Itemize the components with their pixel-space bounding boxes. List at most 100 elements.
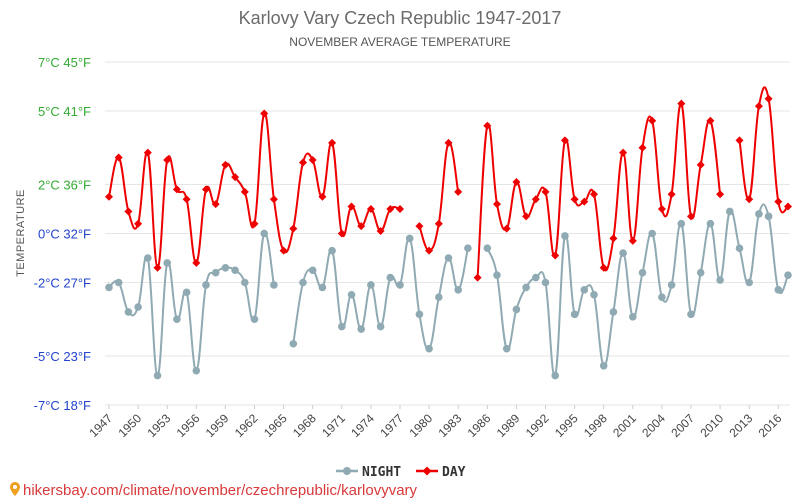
day-point-1974[interactable] <box>366 205 375 213</box>
credit[interactable]: hikersbay.com/climate/november/czechrepu… <box>10 482 418 499</box>
night-point-1969[interactable] <box>318 283 327 292</box>
night-point-1961[interactable] <box>241 278 249 287</box>
night-point-1978[interactable] <box>405 234 414 243</box>
night-point-1971[interactable] <box>338 322 346 331</box>
day-point-1998[interactable] <box>599 263 608 272</box>
night-point-1989[interactable] <box>512 305 521 314</box>
day-point-1972[interactable] <box>347 202 356 211</box>
day-point-1959[interactable] <box>221 160 230 169</box>
night-point-1995[interactable] <box>570 310 579 319</box>
night-point-1980[interactable] <box>425 344 433 353</box>
day-point-1982[interactable] <box>444 138 453 147</box>
night-point-1979[interactable] <box>415 310 424 319</box>
night-point-1981[interactable] <box>435 293 443 302</box>
night-point-1963[interactable] <box>260 229 269 238</box>
day-point-1964[interactable] <box>269 195 278 204</box>
day-point-1970[interactable] <box>328 138 337 147</box>
night-point-1970[interactable] <box>328 246 336 255</box>
day-point-1979[interactable] <box>415 222 424 231</box>
day-point-1951[interactable] <box>143 148 152 157</box>
night-point-1962[interactable] <box>250 315 259 324</box>
night-point-1956[interactable] <box>192 366 201 375</box>
night-point-1992[interactable] <box>541 278 550 287</box>
day-point-1986[interactable] <box>483 121 492 130</box>
night-point-2017[interactable] <box>784 271 792 279</box>
night-point-1949[interactable] <box>124 308 133 316</box>
day-point-1993[interactable] <box>551 251 560 260</box>
day-point-1995[interactable] <box>570 195 579 204</box>
night-point-2008[interactable] <box>696 268 705 277</box>
day-point-1987[interactable] <box>493 200 501 209</box>
day-point-1966[interactable] <box>289 224 298 233</box>
night-point-1983[interactable] <box>454 286 463 294</box>
night-point-1988[interactable] <box>502 344 511 353</box>
day-point-1962[interactable] <box>250 219 259 228</box>
day-point-1956[interactable] <box>192 258 201 267</box>
day-point-1975[interactable] <box>376 227 385 236</box>
day-point-1965[interactable] <box>279 246 288 255</box>
day-point-1954[interactable] <box>172 185 181 194</box>
night-point-2000[interactable] <box>619 249 627 257</box>
night-point-1998[interactable] <box>599 362 608 370</box>
night-point-2014[interactable] <box>755 210 763 218</box>
night-point-1982[interactable] <box>444 254 453 262</box>
day-point-1977[interactable] <box>396 205 404 213</box>
night-point-2006[interactable] <box>677 219 686 228</box>
night-point-1996[interactable] <box>580 286 589 294</box>
night-point-2016[interactable] <box>774 286 783 294</box>
night-point-1947[interactable] <box>105 283 113 292</box>
day-point-2000[interactable] <box>619 148 628 157</box>
day-point-1968[interactable] <box>308 156 317 164</box>
day-point-2008[interactable] <box>696 160 705 169</box>
night-point-1953[interactable] <box>163 259 171 267</box>
night-point-1991[interactable] <box>532 273 540 282</box>
night-point-1974[interactable] <box>367 281 375 289</box>
day-point-2007[interactable] <box>687 212 695 221</box>
night-point-1967[interactable] <box>299 278 307 287</box>
night-point-1951[interactable] <box>144 254 152 262</box>
day-point-1997[interactable] <box>590 190 598 199</box>
day-point-1981[interactable] <box>434 219 443 228</box>
day-point-2003[interactable] <box>648 116 657 125</box>
night-point-1957[interactable] <box>202 281 210 289</box>
day-point-2005[interactable] <box>667 190 676 199</box>
night-point-1994[interactable] <box>561 232 569 240</box>
day-point-2001[interactable] <box>628 236 637 245</box>
day-point-1969[interactable] <box>318 192 327 201</box>
legend-item-day[interactable]: DAY <box>416 465 466 480</box>
day-point-2015[interactable] <box>764 94 773 103</box>
day-point-1960[interactable] <box>231 173 240 182</box>
day-point-2002[interactable] <box>638 143 647 152</box>
night-point-1986[interactable] <box>483 244 492 252</box>
day-point-1973[interactable] <box>357 222 366 231</box>
night-point-1997[interactable] <box>590 290 598 299</box>
day-point-1955[interactable] <box>182 195 191 204</box>
night-point-1966[interactable] <box>289 339 298 348</box>
day-point-1992[interactable] <box>541 187 550 196</box>
day-point-2017[interactable] <box>784 202 792 211</box>
night-point-1977[interactable] <box>396 281 404 289</box>
day-point-1994[interactable] <box>560 136 569 145</box>
night-point-1976[interactable] <box>386 273 395 282</box>
day-point-2009[interactable] <box>706 116 715 125</box>
day-point-2016[interactable] <box>774 197 783 206</box>
night-point-1960[interactable] <box>231 266 239 275</box>
day-point-2012[interactable] <box>735 136 744 145</box>
night-point-1958[interactable] <box>211 268 220 277</box>
night-point-2011[interactable] <box>726 207 734 216</box>
night-point-2004[interactable] <box>658 293 666 302</box>
day-point-2010[interactable] <box>716 190 725 199</box>
night-point-2010[interactable] <box>716 276 724 284</box>
day-point-1967[interactable] <box>299 158 307 167</box>
night-point-1987[interactable] <box>493 271 501 279</box>
night-point-1952[interactable] <box>153 371 162 380</box>
day-point-1983[interactable] <box>454 187 463 196</box>
day-point-2014[interactable] <box>754 102 763 111</box>
day-point-1988[interactable] <box>502 224 511 233</box>
day-point-1949[interactable] <box>124 207 133 216</box>
day-point-2004[interactable] <box>657 205 666 213</box>
night-point-2001[interactable] <box>629 313 637 321</box>
night-point-2003[interactable] <box>648 229 656 238</box>
day-point-1948[interactable] <box>114 153 123 162</box>
day-point-1961[interactable] <box>240 187 249 196</box>
